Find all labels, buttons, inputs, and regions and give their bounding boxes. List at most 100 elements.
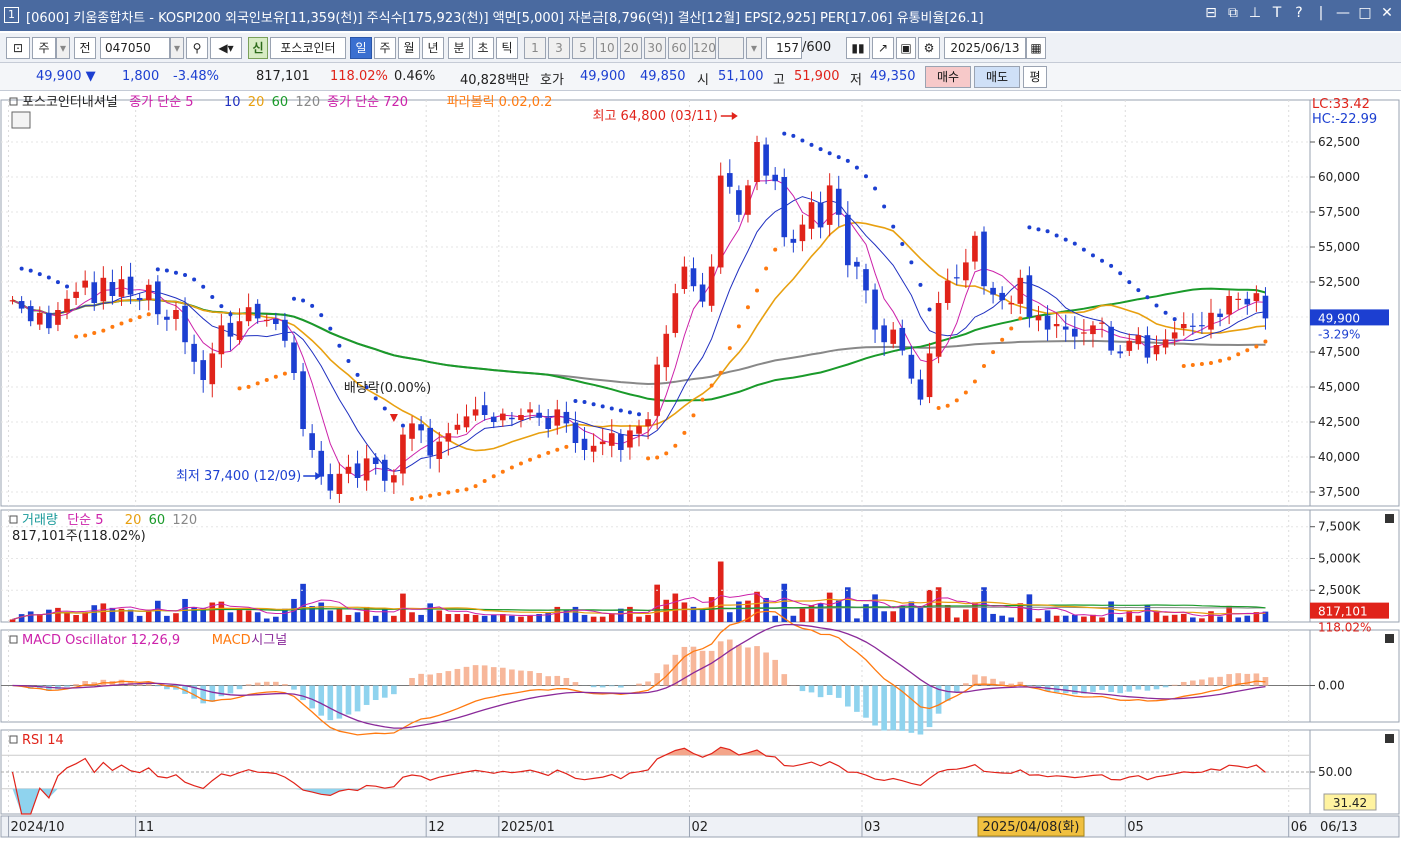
interval-30[interactable]: 30 [644, 37, 666, 59]
tab-second[interactable]: 초 [472, 37, 494, 59]
macd-oscillator-bar [999, 681, 1005, 686]
macd-oscillator-bar [527, 671, 533, 686]
tab-yearly[interactable]: 년 [422, 37, 444, 59]
flat-button[interactable]: 평 [1023, 66, 1047, 88]
analysis-icon[interactable]: ↗ [872, 37, 894, 59]
interval-60[interactable]: 60 [668, 37, 690, 59]
sar-dot [1045, 229, 1050, 234]
search-icon[interactable]: ⚲ [186, 37, 208, 59]
prev-button[interactable]: 전 [74, 37, 96, 59]
sell-button[interactable]: 매도 [974, 66, 1020, 88]
volume-bar [1126, 611, 1133, 622]
axis-frame [1309, 629, 1400, 723]
volume-bar [454, 614, 461, 622]
volume-bar [881, 611, 887, 622]
volume-bar [9, 619, 16, 622]
macd-oscillator-bar [636, 683, 642, 686]
panel-close-icon[interactable] [1385, 634, 1394, 643]
sar-dot [836, 155, 841, 160]
interval-120[interactable]: 120 [692, 37, 716, 59]
macd-oscillator-bar [899, 685, 906, 731]
close-icon[interactable]: ✕ [1381, 5, 1393, 21]
chevron-down-icon[interactable]: ▾ [56, 37, 70, 59]
sar-dot [736, 324, 741, 329]
panel-close-icon[interactable] [1385, 514, 1394, 523]
macd-oscillator-bar [663, 664, 670, 686]
tab-weekly[interactable]: 주 [374, 37, 396, 59]
help-icon[interactable]: ? [1295, 5, 1303, 21]
sar-dot [491, 474, 496, 479]
buy-button[interactable]: 매수 [925, 66, 971, 88]
sar-dot [101, 328, 106, 333]
new-stock-button[interactable]: 신 [248, 37, 268, 59]
macd-oscillator-bar [1226, 674, 1232, 686]
panel-frame [0, 99, 1311, 507]
candle-body [100, 277, 107, 302]
font-icon[interactable]: T [1272, 5, 1282, 21]
maximize-icon[interactable]: □ [1358, 5, 1372, 21]
interval-20[interactable]: 20 [620, 37, 642, 59]
sar-dot [909, 260, 914, 265]
zoom-icon[interactable]: ▮▮ [846, 37, 870, 59]
volume-bar [1180, 613, 1187, 622]
macd-oscillator-bar [273, 681, 279, 686]
tab-monthly[interactable]: 월 [398, 37, 420, 59]
interval-1[interactable]: 1 [524, 37, 546, 59]
chart-canvas[interactable]: 62,50060,00057,50055,00052,50050,00047,5… [0, 92, 1401, 843]
interval-input[interactable] [718, 37, 744, 59]
legend-toggle-icon[interactable] [9, 97, 18, 106]
rsi-y-tick: 50.00 [1318, 765, 1352, 779]
macd-oscillator-bar [145, 682, 152, 686]
chevron-down-icon[interactable]: ▾ [170, 37, 184, 59]
candle-body [154, 281, 161, 315]
interval-5[interactable]: 5 [572, 37, 594, 59]
restore-icon[interactable]: ⧉ [1228, 5, 1238, 21]
interval-3[interactable]: 3 [548, 37, 570, 59]
tab-daily[interactable]: 일 [350, 37, 372, 59]
save-icon[interactable]: ▣ [896, 37, 916, 59]
macd-oscillator-bar [599, 685, 606, 688]
legend-toggle-icon[interactable] [9, 515, 18, 524]
macd-oscillator-bar [1253, 673, 1260, 686]
macd-oscillator-bar [835, 685, 842, 698]
legend-toggle-icon[interactable] [9, 635, 18, 644]
candle-body [681, 266, 688, 289]
tab-tick[interactable]: 틱 [496, 37, 518, 59]
volume-bar [154, 600, 161, 622]
sar-dot [373, 396, 378, 401]
dock-icon[interactable]: ⊟ [1205, 5, 1217, 21]
macd-oscillator-bar [372, 685, 379, 701]
chevron-down-icon[interactable]: ▾ [746, 37, 762, 59]
legend-toggle-icon[interactable] [9, 735, 18, 744]
stock-name-field[interactable]: 포스코인터 [270, 37, 346, 59]
candle-body [944, 280, 951, 303]
calendar-icon[interactable]: ▦ [1026, 37, 1046, 59]
x-axis-label: 2024/10 [11, 820, 65, 835]
interval-10[interactable]: 10 [596, 37, 618, 59]
chart-area[interactable]: 62,50060,00057,50055,00052,50050,00047,5… [0, 92, 1401, 843]
layout-icon[interactable]: ⊡ [6, 37, 30, 59]
minimize-icon[interactable]: — [1336, 5, 1350, 21]
count-input[interactable]: 157 [766, 37, 802, 59]
candle-body [372, 457, 379, 464]
candle-body [763, 144, 769, 176]
grid-table-icon[interactable] [11, 111, 31, 129]
market-select[interactable]: 주 [32, 37, 56, 59]
candle-body [254, 303, 261, 319]
tab-minute[interactable]: 분 [448, 37, 470, 59]
candle-body [273, 318, 279, 324]
gear-icon[interactable]: ⚙ [918, 37, 940, 59]
volume-legend-item: 거래량 [22, 513, 58, 528]
volume-bar [300, 583, 306, 622]
stock-code-input[interactable]: 047050 [100, 37, 170, 59]
date-input[interactable]: 2025/06/13 [944, 37, 1026, 59]
sar-dot [173, 270, 178, 275]
pin-icon[interactable]: ⊥ [1248, 5, 1262, 21]
panel-close-icon[interactable] [1385, 734, 1394, 743]
sar-dot [464, 487, 469, 492]
macd-oscillator-bar [1117, 685, 1124, 694]
speaker-icon[interactable]: ◀▾ [210, 37, 242, 59]
candle-body [345, 466, 352, 474]
current-pct-label: -3.29% [1318, 327, 1360, 341]
volume-bar [209, 602, 216, 622]
